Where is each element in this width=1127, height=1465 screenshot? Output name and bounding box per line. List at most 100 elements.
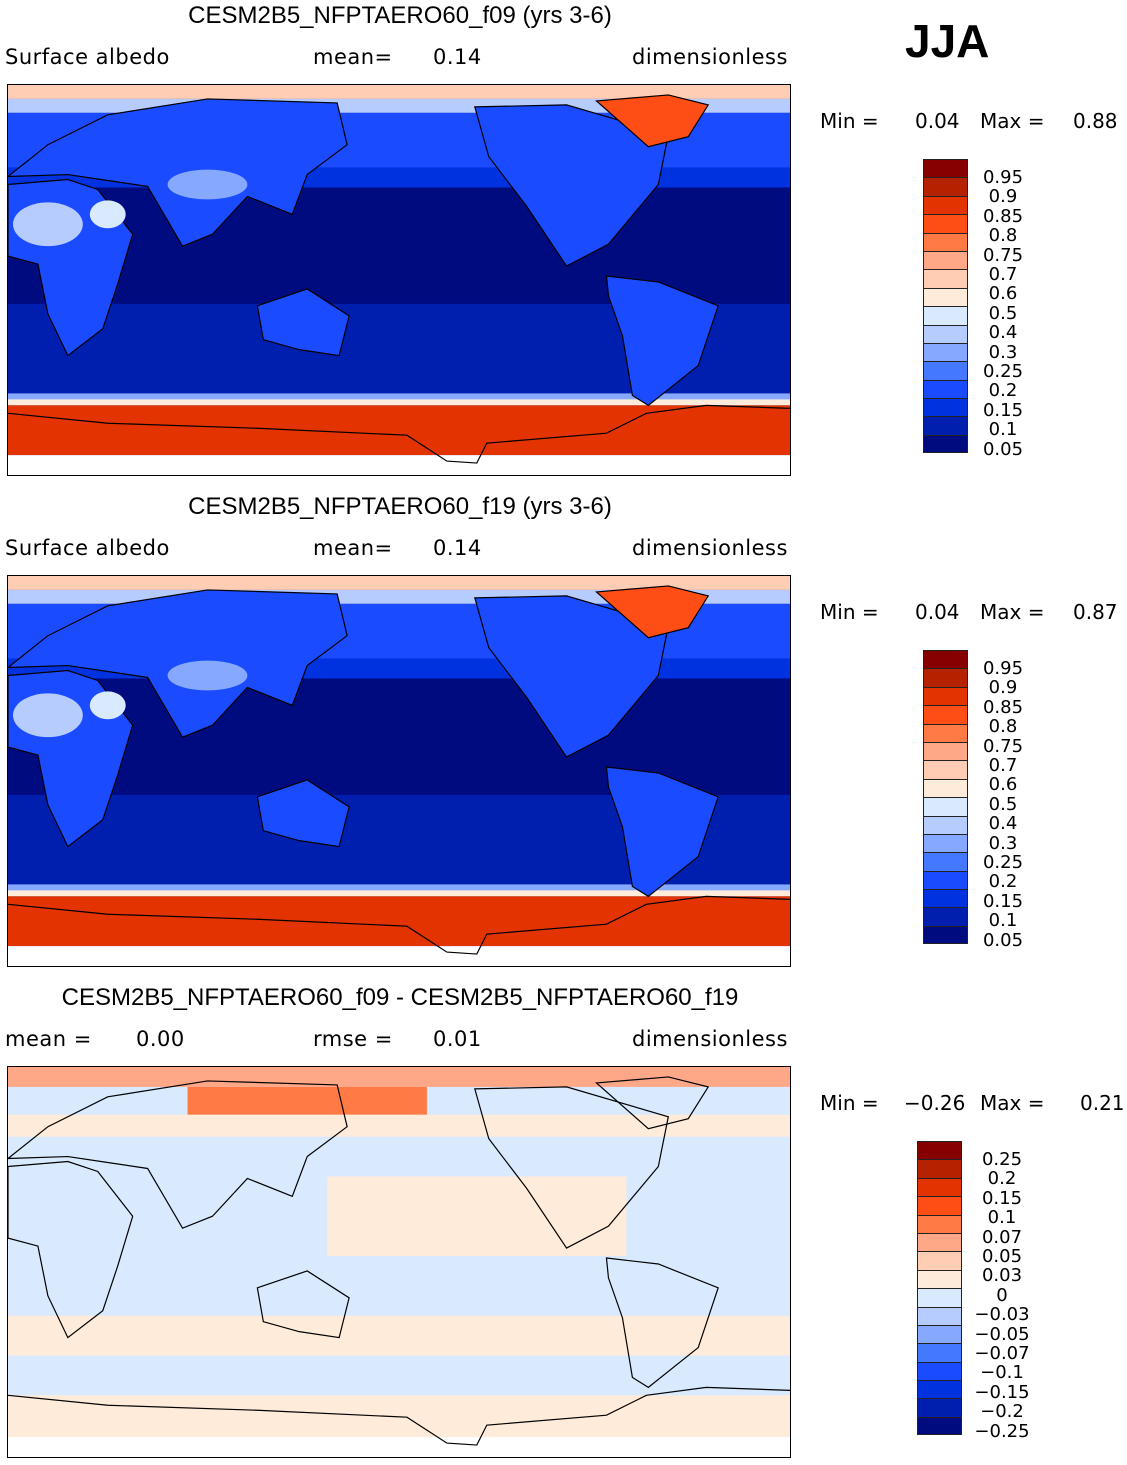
continent-samerica xyxy=(605,275,719,407)
sea-ice-edge xyxy=(8,393,790,402)
colorbar-swatch xyxy=(923,705,968,724)
colorbar-tick-label: −0.15 xyxy=(974,1381,1030,1403)
field-label: Surface albedo xyxy=(5,536,170,560)
colorbar-swatch xyxy=(917,1232,962,1252)
stat-value: 0.01 xyxy=(433,1027,482,1051)
min-value: 0.04 xyxy=(915,109,960,133)
max-label: Max = xyxy=(980,1091,1045,1115)
colorbar-tick-label: 0.4 xyxy=(988,322,1018,344)
colorbar-tick-label: 0.85 xyxy=(982,696,1024,718)
colorbar-swatch xyxy=(923,416,968,435)
colorbar-swatch xyxy=(923,723,968,742)
colorbar-swatch xyxy=(923,907,968,926)
colorbar-tick-label: 0.4 xyxy=(988,813,1018,835)
colorbar-swatch xyxy=(917,1324,962,1344)
colorbar-swatch xyxy=(917,1288,962,1307)
units-label: dimensionless xyxy=(632,536,788,560)
panel-title: CESM2B5_NFPTAERO60_f09 (yrs 3-6) xyxy=(188,2,612,29)
colorbar-tick-label: 0.07 xyxy=(981,1226,1023,1248)
continent-australia xyxy=(256,779,350,848)
colorbar-tick-label: 0.1 xyxy=(987,1207,1017,1229)
colorbar-swatch xyxy=(923,797,968,816)
colorbar-swatch xyxy=(923,159,968,178)
colorbar-swatch xyxy=(923,232,968,251)
continent-eurasia xyxy=(6,1080,348,1229)
colorbar-swatch xyxy=(917,1416,962,1436)
colorbar-swatch xyxy=(923,925,968,945)
map-panel xyxy=(6,84,791,476)
colorbar-tick-label: 0.6 xyxy=(988,283,1018,305)
no-data xyxy=(8,455,790,475)
colorbar-swatch xyxy=(917,1269,962,1289)
no-data xyxy=(8,946,790,966)
colorbar-swatch xyxy=(923,306,968,325)
colorbar-tick-label: 0.25 xyxy=(981,1149,1023,1170)
arctic-band xyxy=(8,85,790,99)
band-diff-2 xyxy=(8,1315,790,1356)
colorbar-tick-label: 0.25 xyxy=(982,361,1024,382)
colorbar xyxy=(923,650,968,945)
pacific-diff xyxy=(327,1176,627,1257)
colorbar-tick-label: 0.6 xyxy=(988,774,1018,796)
stat-value: 0.14 xyxy=(433,45,482,69)
colorbar-swatch xyxy=(923,287,968,307)
arabia-high-albedo xyxy=(89,200,126,229)
colorbar-swatch xyxy=(923,195,968,215)
colorbar-tick-label: 0.2 xyxy=(988,871,1018,893)
colorbar-tick-label: −0.25 xyxy=(974,1420,1030,1442)
arctic-diff xyxy=(8,1067,790,1087)
max-value: 0.88 xyxy=(1073,109,1118,133)
colorbar-tick-label: 0.05 xyxy=(981,1246,1023,1267)
min-label: Min = xyxy=(820,1091,879,1115)
antarctic-band xyxy=(8,896,790,947)
colorbar-tick-label: 0.95 xyxy=(982,167,1024,188)
colorbar-swatch xyxy=(917,1141,962,1160)
colorbar-tick-label: 0.2 xyxy=(987,1168,1017,1190)
colorbar-swatch xyxy=(923,398,968,417)
map-plot xyxy=(6,576,791,966)
colorbar-swatch xyxy=(923,361,968,380)
colorbar-swatch xyxy=(923,379,968,399)
colorbar-tick-label: 0.7 xyxy=(988,755,1018,776)
continent-africa xyxy=(7,1160,134,1339)
continent-greenland xyxy=(595,94,710,148)
colorbar-tick-label: 0.9 xyxy=(988,677,1018,699)
colorbar-swatch xyxy=(917,1361,962,1381)
colorbar-tick-label: −0.2 xyxy=(980,1401,1024,1423)
colorbar-swatch xyxy=(923,852,968,871)
colorbar-tick-label: 0.15 xyxy=(982,399,1024,421)
colorbar-swatch xyxy=(923,760,968,779)
colorbar-swatch xyxy=(917,1251,962,1270)
colorbar-swatch xyxy=(917,1343,962,1362)
continent-greenland xyxy=(595,585,710,639)
continent-australia xyxy=(256,288,350,357)
sea-ice-edge-2 xyxy=(8,399,790,406)
panel-title: CESM2B5_NFPTAERO60_f19 (yrs 3-6) xyxy=(188,493,612,520)
map-plot xyxy=(6,85,791,475)
max-label: Max = xyxy=(980,600,1045,624)
stat-label: mean= xyxy=(313,536,393,560)
continent-antarctica xyxy=(7,1386,791,1446)
continent-namerica xyxy=(474,1086,670,1249)
continent-samerica xyxy=(605,766,719,898)
season-label: JJA xyxy=(905,15,990,67)
colorbar-tick-label: 0.1 xyxy=(988,419,1018,441)
field-label: Surface albedo xyxy=(5,45,170,69)
colorbar-tick-label: 0.2 xyxy=(988,380,1018,402)
colorbar-tick-label: 0 xyxy=(996,1284,1008,1306)
colorbar-tick-label: 0.95 xyxy=(982,658,1024,679)
colorbar-tick-label: −0.1 xyxy=(980,1362,1024,1384)
continent-eurasia xyxy=(6,589,348,738)
no-data xyxy=(8,1437,790,1457)
min-label: Min = xyxy=(820,109,879,133)
colorbar xyxy=(923,159,968,454)
colorbar-swatch xyxy=(917,1306,962,1325)
asia-desert xyxy=(167,660,248,691)
band-diff xyxy=(8,1114,790,1137)
colorbar-tick-label: 0.5 xyxy=(988,302,1018,324)
colorbar-tick-label: 0.8 xyxy=(988,716,1018,738)
colorbar-swatch xyxy=(923,668,968,687)
colorbar-swatch xyxy=(923,434,968,454)
stat-label: rmse = xyxy=(313,1027,393,1051)
min-value: −0.26 xyxy=(904,1091,966,1115)
